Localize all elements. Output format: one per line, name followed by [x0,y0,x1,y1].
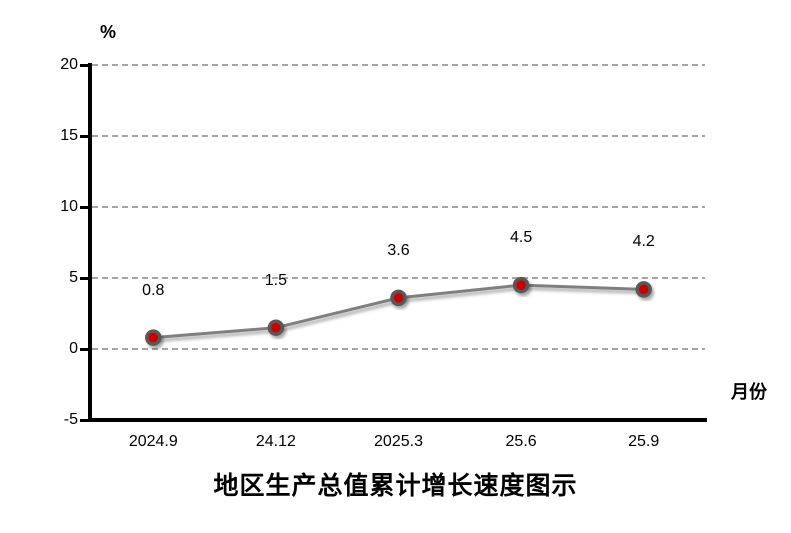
data-point-label: 0.8 [142,281,165,299]
y-tick-label: 10 [60,198,78,215]
chart-title: 地区生产总值累计增长速度图示 [213,473,578,500]
y-axis-unit-label: % [100,22,117,42]
x-tick-label: 25.6 [505,433,537,450]
y-tick-mark [80,63,92,67]
data-point-marker [145,329,162,346]
data-point-label: 1.5 [264,271,288,289]
x-tick-label: 2024.9 [128,433,178,450]
x-axis-line [88,418,707,422]
data-point-marker [267,319,285,336]
y-tick-mark [80,276,92,280]
y-tick-mark [80,347,92,351]
data-point-marker [512,276,530,294]
x-tick-label: 24.12 [255,433,296,450]
data-point-label: 3.6 [387,241,410,259]
x-axis-title: 月份 [731,382,767,402]
data-point-marker [390,289,407,307]
series-markers [145,276,652,346]
gridline [92,64,705,66]
data-point-label: 4.5 [509,229,533,247]
x-tick-label: 25.9 [628,433,660,450]
gridline [92,135,705,137]
data-point-label: 4.2 [632,233,655,251]
y-tick-label: -5 [63,411,78,428]
y-tick-label: 20 [60,56,78,73]
y-axis-line [88,63,92,421]
y-tick-mark [80,134,92,138]
data-point-marker [635,281,652,298]
y-tick-label: 15 [60,127,78,144]
y-tick-mark [80,205,92,209]
gridline [92,277,705,279]
y-tick-label: 5 [69,269,78,286]
x-tick-label: 2025.3 [374,433,423,450]
gridline [92,348,705,350]
y-tick-mark [80,418,92,422]
gridline [92,206,705,208]
y-tick-label: 0 [69,340,78,357]
